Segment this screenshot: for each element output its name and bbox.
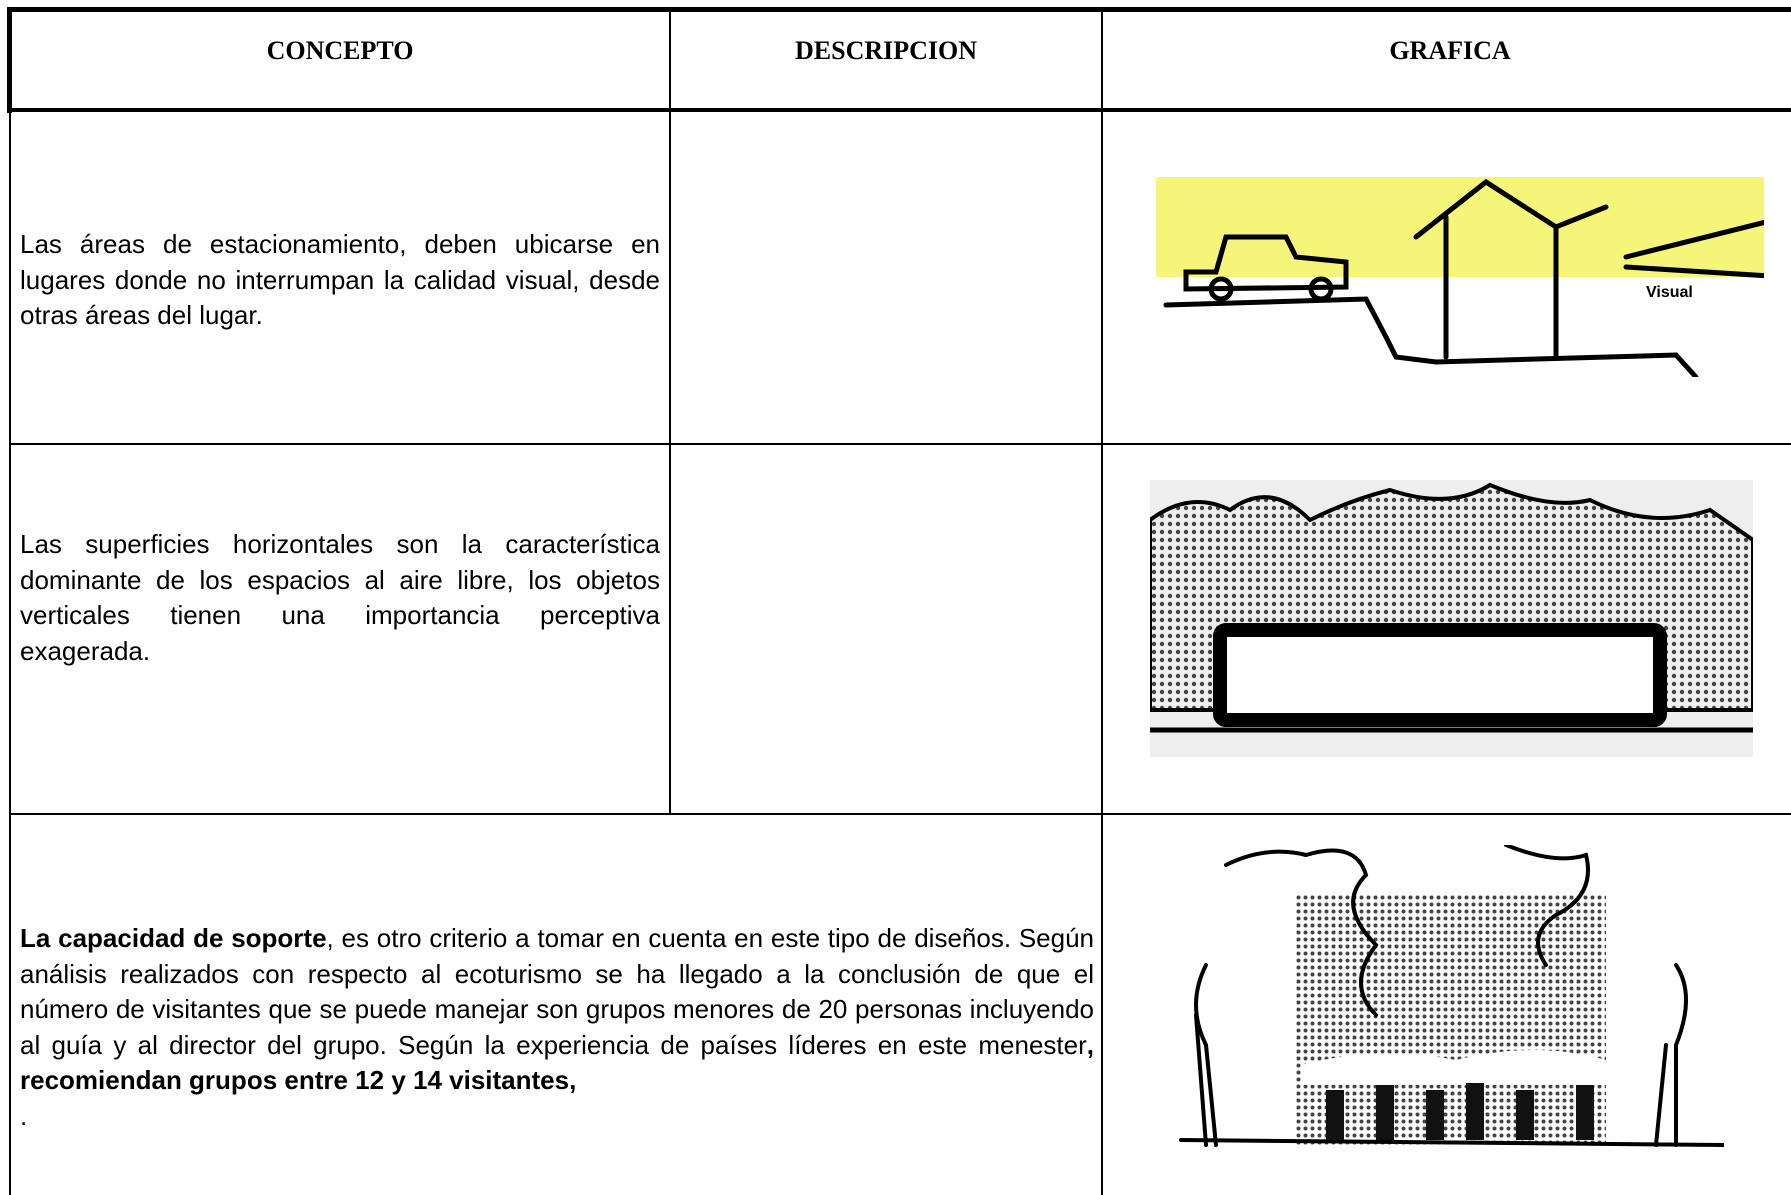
border bbox=[9, 813, 1791, 815]
figure-parking: Visual bbox=[1156, 177, 1764, 377]
text-bold: , recomiendan grupos entre 12 y 14 visit… bbox=[20, 1029, 1094, 1096]
border bbox=[7, 108, 1791, 112]
text: , es otro criterio a tomar en cuenta en … bbox=[20, 923, 1095, 1060]
border bbox=[1101, 12, 1103, 1195]
text: . bbox=[20, 1100, 28, 1131]
cell-text: Las áreas de estacionamiento, deben ubic… bbox=[20, 229, 660, 330]
figure-horizontal bbox=[1150, 480, 1753, 757]
border bbox=[9, 110, 11, 1195]
column-header: GRAFICA bbox=[1389, 36, 1511, 65]
column-header: CONCEPTO bbox=[266, 36, 414, 65]
figure-label: Visual bbox=[1646, 284, 1693, 301]
column-header: DESCRIPCION bbox=[794, 36, 978, 65]
border bbox=[9, 443, 1791, 445]
cell-text: La capacidad de soporte, es otro criteri… bbox=[20, 921, 1094, 1134]
text-bold: La capacidad de soporte bbox=[20, 923, 327, 953]
border bbox=[669, 12, 671, 814]
border bbox=[7, 7, 1791, 12]
cell-text: Las superficies horizontales son la cara… bbox=[20, 529, 660, 666]
figure-capacity bbox=[1179, 845, 1724, 1147]
border bbox=[7, 7, 12, 113]
